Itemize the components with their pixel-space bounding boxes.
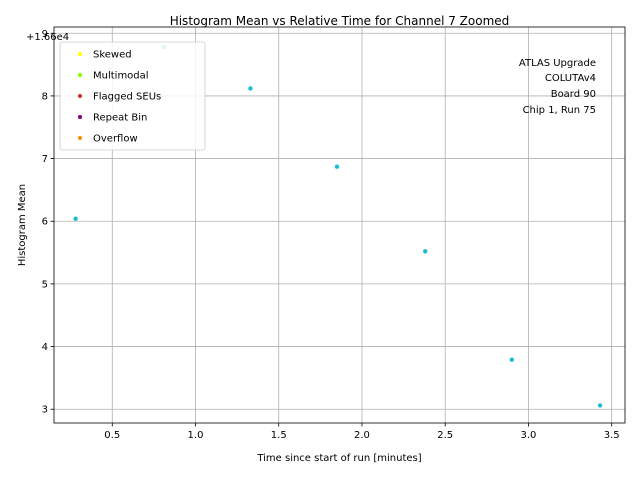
data-point (248, 86, 253, 91)
data-point (423, 249, 428, 254)
x-tick-label: 1.0 (188, 430, 204, 441)
grid-lines (54, 27, 625, 423)
x-tick-label: 2.5 (437, 430, 453, 441)
annotation-line: Chip 1, Run 75 (523, 105, 596, 116)
annotation-line: ATLAS Upgrade (519, 58, 596, 69)
legend-box (59, 41, 206, 151)
x-tick-label: 1.5 (271, 430, 287, 441)
x-tick-label: 0.5 (104, 430, 120, 441)
legend-marker (78, 136, 82, 140)
legend-label: Multimodal (93, 71, 149, 82)
legend-marker (78, 73, 82, 77)
plot-frame (53, 26, 626, 424)
y-tick-label: 9 (42, 29, 48, 40)
data-point (73, 216, 78, 221)
x-axis-label: Time since start of run [minutes] (256, 453, 421, 464)
legend-marker (78, 52, 82, 56)
run-annotation: ATLAS Upgrade COLUTAv4 Board 90 Chip 1, … (519, 58, 596, 116)
legend-label: Overflow (93, 134, 138, 145)
y-offset-label: +1.66e4 (26, 32, 69, 43)
legend-label: Flagged SEUs (93, 92, 161, 103)
y-tick-label: 7 (42, 154, 48, 165)
data-point (509, 357, 514, 362)
annotation-line: COLUTAv4 (545, 73, 596, 84)
y-axis-label: Histogram Mean (17, 184, 28, 266)
y-tick-label: 3 (42, 405, 48, 416)
legend-label: Repeat Bin (93, 113, 147, 124)
x-tick-label: 2.0 (354, 430, 370, 441)
chart-title: Histogram Mean vs Relative Time for Chan… (170, 14, 510, 28)
x-tick-label: 3.0 (520, 430, 536, 441)
y-axis-ticks: 3 4 5 6 7 8 9 (42, 29, 54, 416)
y-tick-label: 4 (42, 342, 48, 353)
legend-marker (78, 115, 82, 119)
data-point (334, 164, 340, 169)
legend-marker (78, 94, 82, 98)
x-axis-ticks: 0.5 1.0 1.5 2.0 2.5 3.0 3.5 (104, 423, 620, 441)
y-tick-label: 5 (42, 279, 48, 290)
annotation-line: Board 90 (551, 89, 596, 100)
x-tick-label: 3.5 (604, 430, 620, 441)
y-tick-label: 8 (42, 91, 48, 102)
y-tick-label: 6 (42, 217, 48, 228)
legend-label: Skewed (93, 50, 132, 61)
data-point (597, 403, 603, 408)
legend: Skewed Multimodal Flagged SEUs Repeat Bin Ov… (59, 41, 206, 151)
